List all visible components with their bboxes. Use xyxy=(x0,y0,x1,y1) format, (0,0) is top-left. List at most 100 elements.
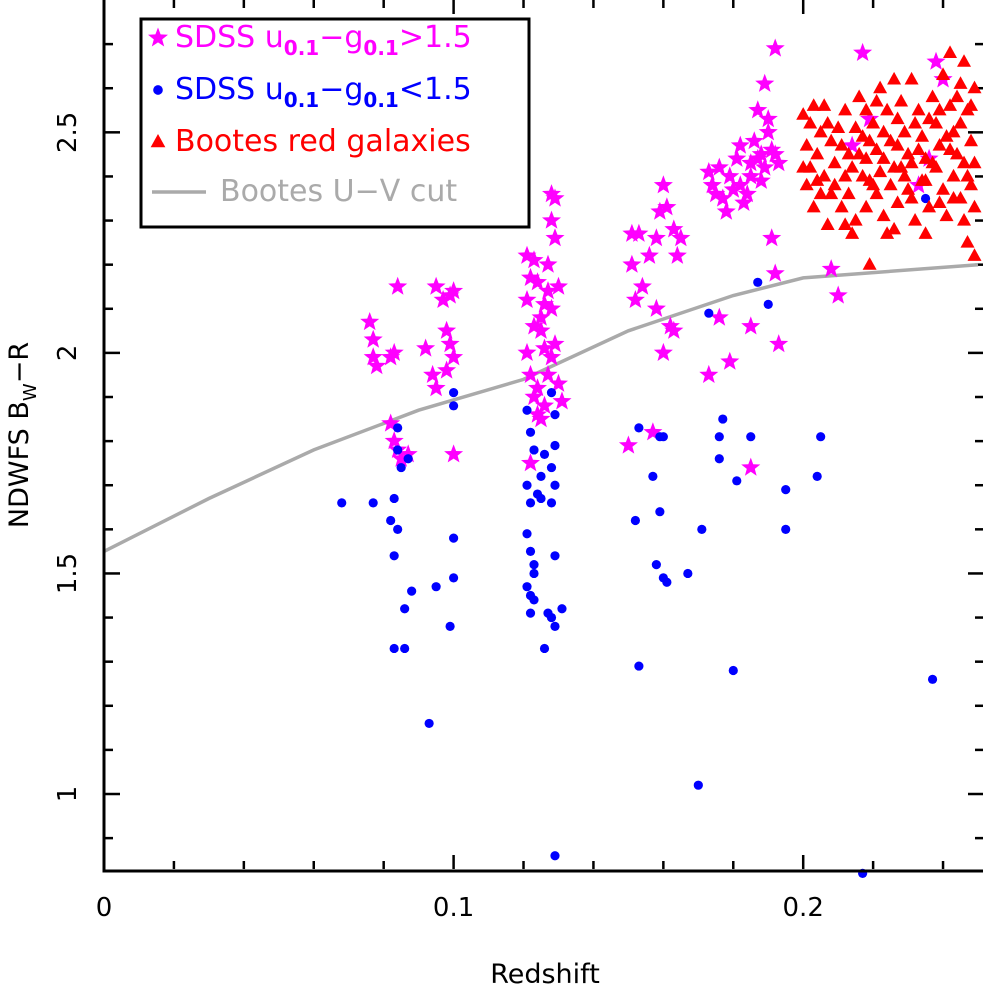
y-axis-title: NDWFS BW−R xyxy=(4,342,41,528)
circle-point xyxy=(550,551,560,561)
circle-point xyxy=(557,604,567,614)
circle-point xyxy=(525,427,536,437)
triangle-point xyxy=(883,133,898,147)
circle-point xyxy=(445,621,455,631)
star-point xyxy=(657,197,677,216)
triangle-point xyxy=(880,226,895,239)
triangle-point xyxy=(796,160,811,173)
triangle-point xyxy=(817,98,832,111)
star-point xyxy=(437,360,457,379)
legend-label: SDSS u0.1−g0.1<1.5 xyxy=(175,72,472,112)
star-point xyxy=(664,320,684,339)
star-point xyxy=(521,453,540,472)
triangle-point xyxy=(883,177,898,191)
star-point xyxy=(737,184,757,203)
triangle-point xyxy=(953,76,968,89)
circle-point xyxy=(550,410,560,420)
circle-point xyxy=(536,493,546,504)
triangle-point xyxy=(943,142,958,156)
triangle-point xyxy=(964,133,979,147)
star-point xyxy=(398,444,418,463)
star-point xyxy=(629,223,649,242)
triangle-point xyxy=(799,177,814,191)
star-point xyxy=(646,298,666,317)
triangle-point xyxy=(918,151,933,164)
triangle-point xyxy=(824,133,839,147)
triangle-point xyxy=(862,133,877,147)
circle-point xyxy=(449,573,459,583)
star-point xyxy=(444,281,464,300)
star-point xyxy=(748,100,768,119)
circle-point xyxy=(753,277,763,287)
star-point xyxy=(524,387,544,406)
star-point xyxy=(552,391,572,410)
circle-point xyxy=(550,621,560,631)
star-point xyxy=(702,175,722,194)
circle-point xyxy=(389,551,399,561)
star-point xyxy=(538,254,558,273)
x-tick-label: 0.1 xyxy=(433,893,474,923)
star-point xyxy=(755,73,775,92)
circle-point xyxy=(662,577,672,587)
star-point xyxy=(650,201,670,220)
star-point xyxy=(741,316,761,335)
star-point xyxy=(625,290,645,308)
triangle-point xyxy=(932,195,947,208)
circle-point xyxy=(746,432,756,442)
circle-point xyxy=(651,560,661,570)
circle-point xyxy=(529,595,539,605)
circle-point xyxy=(693,780,703,790)
star-point xyxy=(730,175,750,194)
circle-point xyxy=(386,515,396,526)
triangle-point xyxy=(862,257,877,270)
triangle-point xyxy=(834,199,849,213)
star-point xyxy=(535,395,554,414)
triangle-point xyxy=(936,182,951,195)
triangle-point xyxy=(838,168,853,182)
circle-point xyxy=(522,529,532,539)
circle-point xyxy=(546,612,557,623)
x-axis-title: Redshift xyxy=(490,959,600,989)
triangle-point xyxy=(848,212,863,226)
triangle-point xyxy=(950,146,965,160)
data-points xyxy=(337,38,982,879)
circle-point xyxy=(546,462,557,473)
star-point xyxy=(423,364,443,383)
circle-point xyxy=(522,480,532,490)
circle-point xyxy=(634,423,644,433)
star-point xyxy=(444,347,464,366)
circle-point xyxy=(393,445,403,455)
star-point xyxy=(524,250,544,269)
triangle-point xyxy=(813,124,828,138)
triangle-point xyxy=(890,138,905,151)
circle-point xyxy=(718,414,728,424)
triangle-point xyxy=(827,155,842,169)
star-point xyxy=(660,316,680,335)
star-point xyxy=(720,351,740,370)
triangle-point xyxy=(957,155,972,169)
triangle-point xyxy=(887,71,902,85)
triangle-point xyxy=(953,115,968,129)
star-point xyxy=(716,201,736,220)
star-point xyxy=(531,409,551,428)
circle-point xyxy=(920,193,931,204)
triangle-point xyxy=(946,168,961,182)
triangle-point xyxy=(904,155,919,169)
triangle-point xyxy=(943,45,958,58)
star-point xyxy=(524,316,544,335)
star-point xyxy=(531,307,551,326)
star-point xyxy=(632,276,652,295)
star-point xyxy=(542,184,561,203)
star-point xyxy=(363,329,383,348)
triangle-point xyxy=(911,102,926,116)
triangle-point xyxy=(918,226,933,239)
y-tick-label: 2.5 xyxy=(53,112,83,153)
star-point xyxy=(363,347,383,366)
star-point xyxy=(622,223,642,242)
triangle-point xyxy=(922,111,937,125)
triangle-point xyxy=(957,54,972,67)
triangle-point xyxy=(929,115,944,129)
star-point xyxy=(444,444,464,463)
star-point xyxy=(360,312,380,331)
circle-point xyxy=(714,432,724,442)
